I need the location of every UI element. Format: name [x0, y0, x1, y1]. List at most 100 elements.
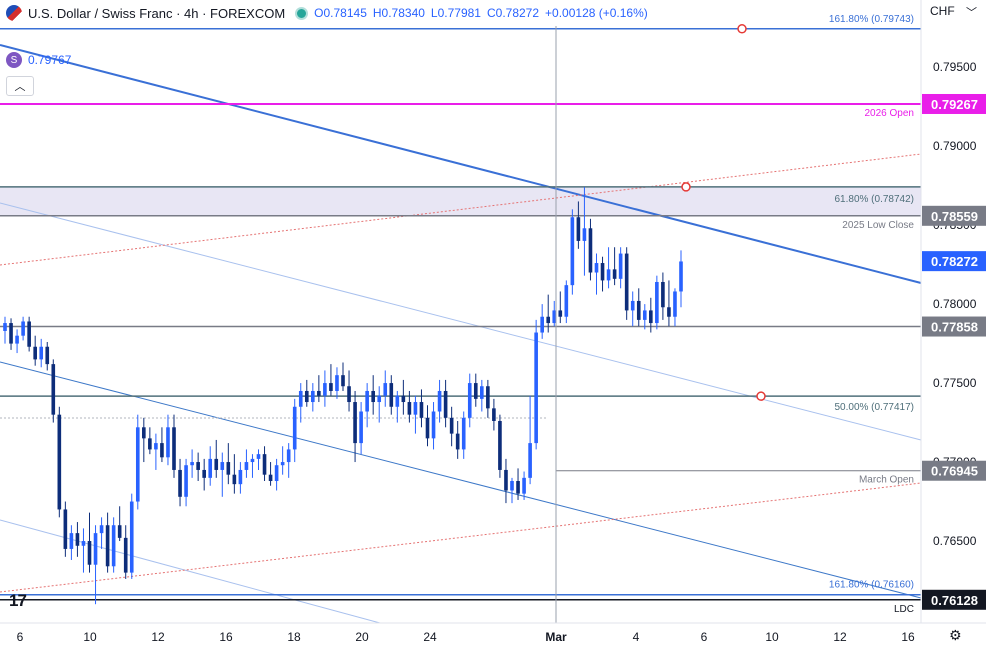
candle-90	[546, 294, 551, 333]
candle-body	[323, 383, 327, 396]
price-label-text: 0.78559	[931, 209, 978, 224]
candle-body	[51, 364, 56, 415]
candle-body	[250, 458, 255, 463]
candle-21	[129, 493, 134, 579]
candle-body	[21, 321, 25, 336]
settings-icon[interactable]: ⚙	[949, 627, 962, 643]
price-label-text: 0.76128	[931, 593, 978, 608]
time-tick-0: 6	[17, 630, 24, 644]
candle-body	[612, 269, 617, 279]
descending-channel-lower	[0, 361, 922, 599]
candle-110	[667, 280, 671, 327]
candle-body	[600, 263, 605, 281]
candle-61	[371, 375, 375, 415]
candle-88	[534, 319, 538, 450]
candle-10	[63, 501, 68, 557]
candle-body	[371, 390, 375, 403]
candle-body	[437, 390, 442, 412]
level-label-0: 161.80% (0.79743)	[829, 14, 914, 25]
candle-body	[63, 509, 68, 549]
candle-57	[347, 370, 351, 412]
candle-40	[244, 449, 249, 478]
candle-body	[655, 281, 659, 324]
candle-body	[238, 469, 243, 485]
collapse-legend-button[interactable]: ︿	[6, 76, 34, 96]
candle-18	[111, 517, 116, 573]
candle-48	[292, 398, 297, 463]
price-tick-6: 0.76500	[933, 534, 977, 548]
candle-body	[510, 481, 514, 491]
time-tick-12: 16	[901, 630, 915, 644]
candle-53	[323, 370, 327, 407]
candle-74	[449, 406, 454, 447]
time-tick-3: 16	[219, 630, 233, 644]
candle-body	[552, 310, 557, 324]
candle-body	[117, 525, 122, 538]
candle-91	[552, 300, 557, 327]
candle-13	[81, 528, 86, 573]
candle-body	[504, 469, 508, 491]
candle-body	[220, 462, 225, 470]
candle-28	[172, 414, 176, 478]
candle-body	[190, 462, 194, 466]
candle-7	[45, 342, 50, 371]
candle-body	[642, 310, 647, 320]
candle-body	[232, 474, 237, 485]
fib-zone-band	[0, 186, 921, 216]
candle-body	[636, 300, 641, 320]
indicator-legend[interactable]: S 0.79767	[6, 52, 71, 68]
candle-body	[286, 449, 291, 463]
candle-27	[166, 414, 170, 466]
candle-102	[618, 247, 623, 289]
candle-body	[3, 323, 7, 331]
time-axis[interactable]: 6 10 12 16 18 20 24 Mar 4 6 10 12 16	[17, 630, 915, 644]
level-marker-0	[737, 24, 747, 34]
candle-body	[558, 310, 563, 317]
candle-body	[582, 228, 587, 241]
candle-99	[600, 256, 605, 292]
candle-body	[87, 541, 92, 565]
level-markers[interactable]	[681, 24, 766, 401]
candle-97	[588, 218, 593, 281]
chevron-down-icon[interactable]: ﹀	[966, 7, 977, 19]
price-tick-3: 0.78000	[933, 297, 977, 311]
time-tick-11: 12	[833, 630, 847, 644]
candle-body	[461, 417, 466, 450]
candle-69	[419, 389, 424, 428]
candle-body	[413, 402, 418, 415]
candle-body	[425, 417, 430, 439]
candle-body	[588, 228, 593, 273]
candle-body	[522, 477, 526, 494]
candle-body	[492, 408, 496, 421]
candle-56	[341, 362, 345, 391]
tradingview-logo[interactable]: 17	[9, 591, 27, 610]
candle-body	[353, 402, 357, 444]
currency-label[interactable]: CHF	[930, 4, 955, 18]
candle-body	[123, 537, 128, 573]
candle-33	[202, 458, 206, 491]
candle-34	[208, 446, 213, 486]
price-label-bg	[922, 205, 986, 226]
ohlc-open: O0.78145	[314, 6, 367, 20]
candle-106	[642, 304, 647, 330]
candle-body	[365, 390, 369, 412]
candle-body	[359, 411, 363, 444]
symbol-title[interactable]: U.S. Dollar / Swiss Franc · 4h · FOREXCO…	[28, 5, 286, 21]
price-labels: 0.79267 0.78559 0.78272 0.77858 0.76945 0.761…	[922, 93, 986, 610]
candle-body	[33, 346, 37, 360]
candle-11	[69, 525, 74, 560]
candle-38	[232, 454, 237, 494]
candle-body	[679, 261, 683, 292]
candle-32	[196, 452, 200, 482]
candle-89	[540, 304, 544, 339]
ohlc-high: H0.78340	[372, 6, 425, 20]
candle-body	[534, 332, 538, 444]
candle-36	[220, 452, 225, 497]
candle-body	[75, 533, 80, 546]
descending-channel-mid	[0, 202, 922, 441]
candle-body	[93, 533, 98, 565]
time-tick-10: 10	[765, 630, 779, 644]
candle-body	[69, 533, 74, 549]
candle-body	[298, 390, 303, 407]
